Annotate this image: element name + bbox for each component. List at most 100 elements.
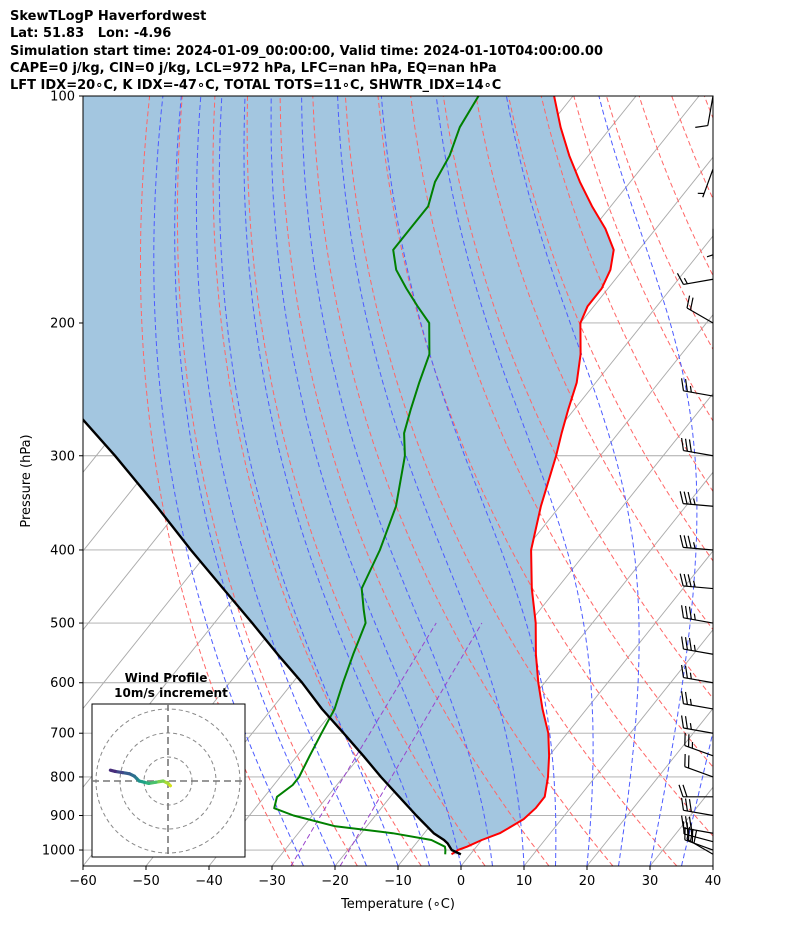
wind-barb-flag bbox=[681, 797, 685, 811]
isotherm-line bbox=[460, 550, 713, 866]
wind-barb-flag bbox=[689, 698, 692, 706]
wind-barb-shaft bbox=[683, 827, 714, 834]
wind-barb-flag bbox=[695, 124, 708, 128]
x-tick-label: 0 bbox=[457, 874, 465, 889]
wind-barb-flag bbox=[676, 273, 684, 285]
moist-adiabat bbox=[270, 96, 462, 866]
y-tick-label: 100 bbox=[50, 90, 75, 105]
wind-barb-flag bbox=[678, 784, 684, 797]
wind-barb bbox=[695, 95, 714, 128]
wind-barb bbox=[681, 605, 714, 624]
location-line: Lat: 51.83 Lon: -4.96 bbox=[10, 26, 172, 42]
dry-adiabat bbox=[703, 96, 713, 120]
wind-barb-shaft bbox=[683, 676, 714, 684]
wind-barb bbox=[681, 815, 714, 834]
hodograph-title: Wind Profile bbox=[125, 671, 208, 685]
wind-barbs bbox=[676, 95, 714, 855]
dry-adiabat bbox=[475, 96, 713, 631]
wind-barb-flag bbox=[681, 437, 685, 451]
isotherm-line bbox=[523, 629, 713, 866]
wind-barb-shaft bbox=[683, 585, 714, 590]
wind-barb-flag bbox=[684, 816, 688, 829]
dry-adiabat bbox=[176, 96, 358, 866]
isotherm-line bbox=[649, 786, 713, 866]
x-tick-label: 30 bbox=[642, 874, 659, 889]
wind-barb bbox=[679, 491, 714, 507]
wind-barb-flag bbox=[682, 784, 688, 797]
y-axis-label: Pressure (hPa) bbox=[19, 434, 34, 527]
wind-barb-shaft bbox=[683, 648, 714, 655]
chart-title: SkewTLogP Haverfordwest bbox=[10, 9, 207, 24]
moist-adiabat bbox=[174, 96, 336, 866]
wind-barb-flag bbox=[681, 691, 685, 704]
wind-barb-flag bbox=[681, 378, 685, 391]
wind-barb-flag bbox=[688, 637, 692, 651]
moist-adiabat bbox=[195, 96, 367, 866]
wind-barb-flag bbox=[687, 574, 692, 587]
wind-barb-flag bbox=[684, 438, 688, 452]
plot-area bbox=[0, 96, 794, 866]
wind-barb-shaft bbox=[683, 503, 714, 507]
dry-adiabat bbox=[671, 96, 713, 201]
dry-adiabat bbox=[344, 96, 678, 866]
parcel-line bbox=[83, 417, 462, 856]
y-tick-label: 500 bbox=[50, 617, 75, 632]
dewpoint-line bbox=[273, 96, 480, 855]
wind-barb-flag bbox=[681, 664, 685, 678]
wind-barb-flag bbox=[679, 534, 684, 548]
wind-barb bbox=[681, 664, 714, 684]
dry-adiabat bbox=[246, 96, 486, 866]
wind-barb-shaft bbox=[707, 95, 714, 126]
wind-barb-flag bbox=[683, 573, 688, 587]
dry-adiabat bbox=[442, 96, 713, 700]
wind-barb-flag bbox=[689, 723, 692, 730]
indices-line: LFT IDX=20∘C, K IDX=-47∘C, TOTAL TOTS=11… bbox=[10, 78, 502, 94]
wind-barb-flag bbox=[681, 605, 685, 618]
y-tick-label: 600 bbox=[50, 676, 75, 691]
x-tick-label: 40 bbox=[705, 874, 722, 889]
wind-barb-flag bbox=[684, 665, 688, 679]
dry-adiabat bbox=[770, 96, 794, 866]
profile-lines bbox=[83, 96, 615, 856]
temperature-line bbox=[450, 96, 615, 856]
wind-barb-flag bbox=[688, 816, 692, 830]
wind-barb-flag bbox=[684, 605, 688, 619]
wind-barb-flag bbox=[681, 815, 685, 829]
wind-barb-flag bbox=[687, 535, 692, 549]
wind-barb-flag bbox=[688, 606, 692, 620]
wind-barb bbox=[686, 295, 714, 324]
isotherm-line bbox=[0, 96, 69, 866]
chart-header: SkewTLogP Haverfordwest Lat: 51.83 Lon: -… bbox=[10, 8, 603, 94]
wind-barb-shaft bbox=[702, 168, 714, 198]
wind-barb-shaft bbox=[683, 703, 714, 710]
dry-adiabat bbox=[573, 96, 713, 422]
wind-barb-flag bbox=[693, 542, 696, 549]
dry-adiabat bbox=[540, 96, 713, 493]
wind-barb-shaft bbox=[683, 390, 714, 397]
wind-barb-flag bbox=[689, 672, 692, 680]
moist-adiabat bbox=[681, 729, 713, 866]
wind-barb-flag bbox=[693, 613, 696, 621]
mixing-ratio-line bbox=[290, 622, 437, 866]
dry-adiabat bbox=[605, 96, 713, 351]
wind-barb-shaft bbox=[683, 809, 714, 817]
wind-barb-flag bbox=[688, 799, 692, 812]
wind-barb-flag bbox=[683, 277, 688, 285]
x-tick-label: −10 bbox=[384, 874, 411, 889]
moist-adiabat bbox=[380, 96, 557, 866]
y-tick-label: 900 bbox=[50, 809, 75, 824]
dry-adiabat bbox=[140, 96, 294, 866]
y-tick-label: 700 bbox=[50, 727, 75, 742]
hodograph-content bbox=[92, 704, 245, 857]
moist-adiabat bbox=[337, 96, 525, 866]
wind-barb-shaft bbox=[684, 744, 714, 757]
y-tick-label: 300 bbox=[50, 449, 75, 464]
wind-barb-shaft bbox=[683, 727, 714, 734]
x-tick-label: 10 bbox=[516, 874, 533, 889]
wind-barb-flag bbox=[687, 491, 692, 505]
wind-barb-shaft bbox=[683, 546, 714, 551]
moist-adiabat bbox=[218, 96, 399, 866]
dry-adiabat bbox=[638, 96, 713, 277]
wind-barb-shaft bbox=[683, 449, 714, 457]
